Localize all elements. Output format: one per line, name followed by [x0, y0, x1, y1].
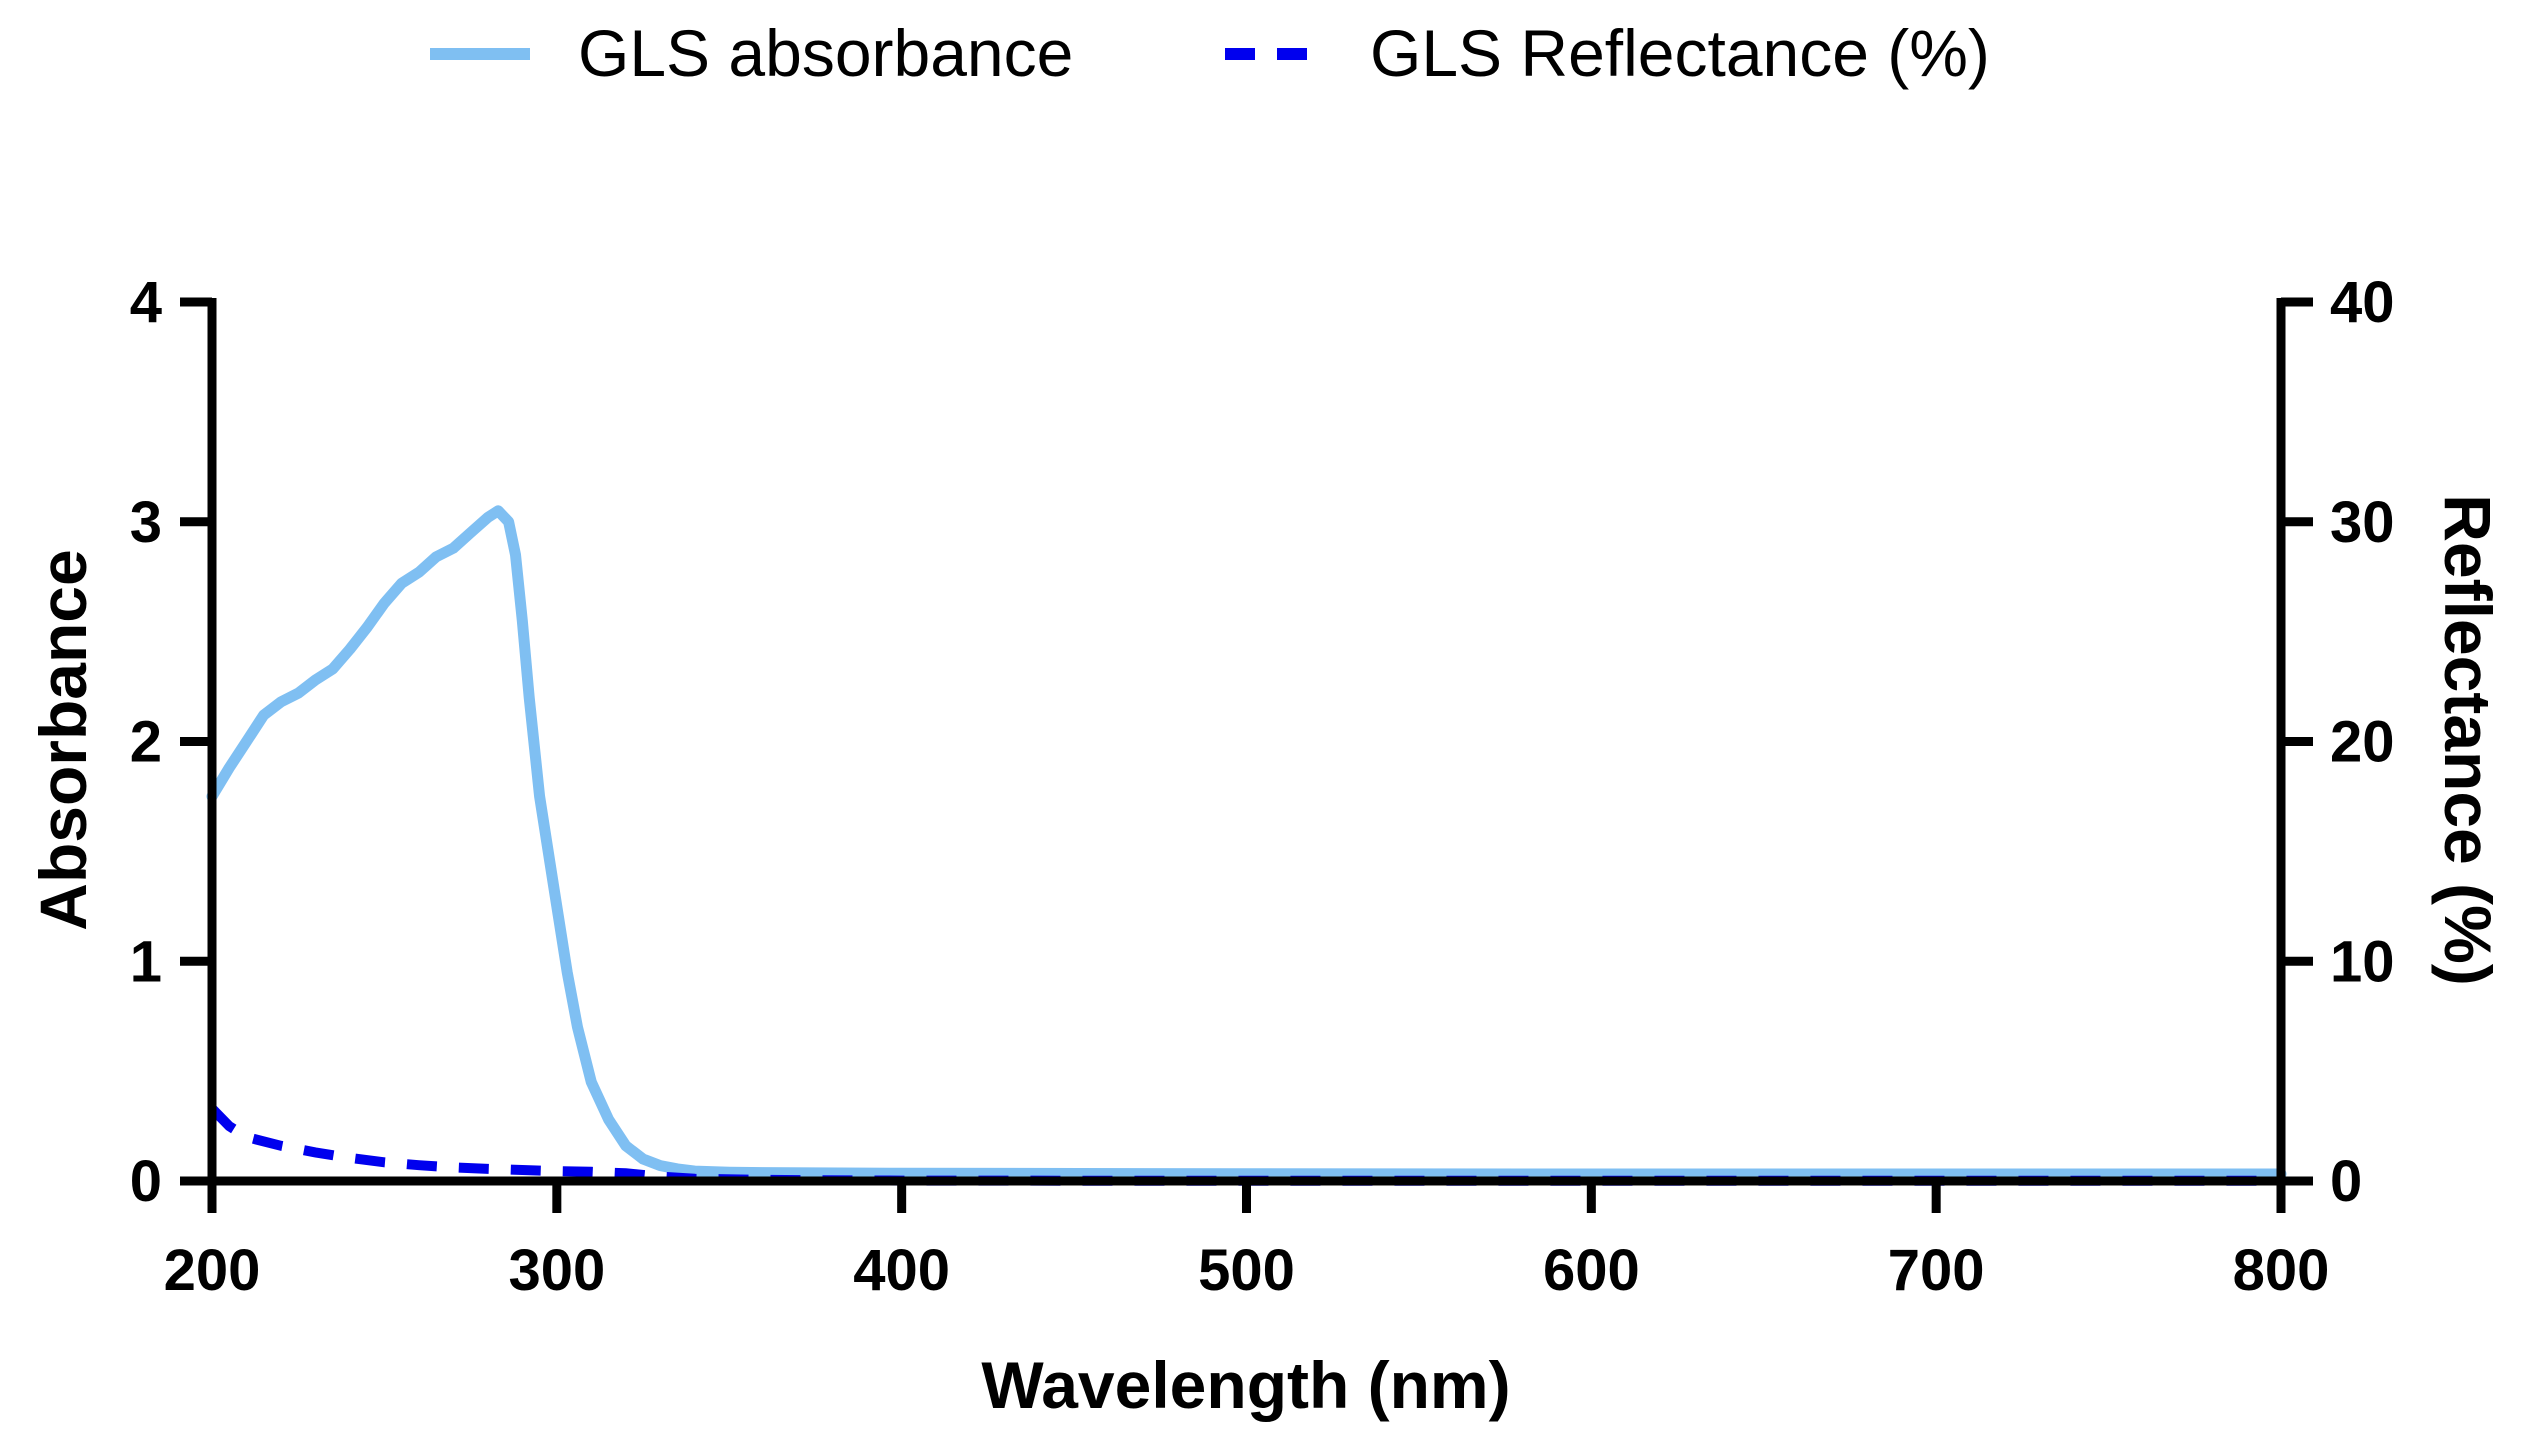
y2-tick-label: 30 [2330, 490, 2395, 555]
y-tick-label: 3 [130, 490, 162, 555]
x-tick-label: 600 [1543, 1238, 1640, 1303]
y2-tick-label: 20 [2330, 710, 2395, 775]
series-line-absorbance [206, 505, 2287, 1180]
y-tick-label: 0 [130, 1149, 162, 1214]
x-axis-ticks: 200 300 400 500 600 700 800 [164, 1181, 2330, 1303]
y-tick-label: 1 [130, 929, 162, 994]
y2-axis-title: Reflectance (%) [2431, 494, 2505, 986]
plot-area [206, 505, 2287, 1186]
x-tick-label: 700 [1888, 1238, 1985, 1303]
series-line-reflectance [208, 1105, 2281, 1186]
y2-axis-ticks: 0 10 20 30 40 [2281, 270, 2395, 1214]
y2-tick-label: 0 [2330, 1149, 2362, 1214]
x-axis-title: Wavelength (nm) [981, 1348, 1510, 1422]
x-tick-label: 200 [164, 1238, 261, 1303]
y-axis-title: Absorbance [26, 549, 100, 930]
y-tick-label: 2 [130, 710, 162, 775]
x-tick-label: 800 [2233, 1238, 2330, 1303]
x-tick-label: 500 [1198, 1238, 1295, 1303]
legend-label-absorbance: GLS absorbance [578, 16, 1073, 90]
legend-label-reflectance: GLS Reflectance (%) [1370, 16, 1990, 90]
y2-tick-label: 10 [2330, 929, 2395, 994]
x-tick-label: 300 [508, 1238, 605, 1303]
y-axis-ticks: 0 1 2 3 4 [130, 270, 212, 1214]
y-tick-label: 4 [130, 270, 162, 335]
x-tick-label: 400 [853, 1238, 950, 1303]
y2-tick-label: 40 [2330, 270, 2395, 335]
legend: GLS absorbance GLS Reflectance (%) [430, 16, 1990, 90]
